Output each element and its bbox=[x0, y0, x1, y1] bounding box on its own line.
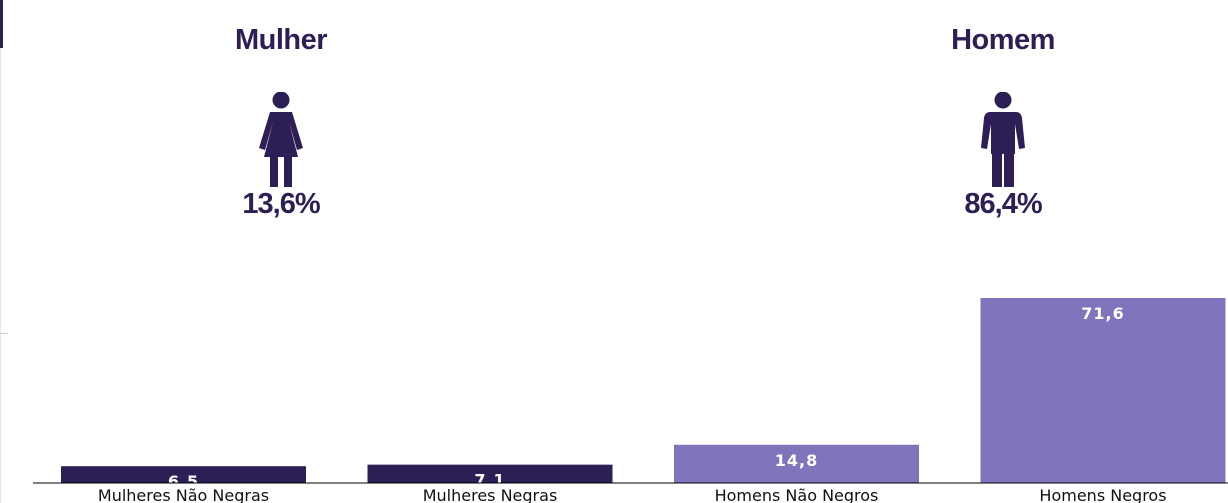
gender-block-woman: Mulher 13,6% bbox=[181, 26, 381, 219]
left-tick-mark bbox=[0, 333, 8, 334]
bar-value-label-3: 14,8 bbox=[775, 451, 818, 470]
category-label-1: Mulheres Não Negras bbox=[98, 486, 269, 503]
category-label-3: Homens Não Negros bbox=[715, 486, 879, 503]
bar-value-label-2: 7,1 bbox=[474, 471, 505, 490]
bar-3 bbox=[674, 444, 919, 483]
category-label-2: Mulheres Negras bbox=[423, 486, 558, 503]
woman-icon bbox=[259, 92, 303, 187]
gender-title-man: Homem bbox=[951, 24, 1055, 56]
bar-4 bbox=[980, 298, 1226, 483]
bar-value-label-4: 71,6 bbox=[1081, 304, 1124, 323]
bar-2 bbox=[367, 464, 613, 483]
gender-block-man: Homem 86,4% bbox=[903, 26, 1103, 219]
left-accent-rule bbox=[0, 0, 3, 48]
gender-percent-man: 86,4% bbox=[964, 188, 1042, 220]
man-icon bbox=[981, 92, 1025, 187]
bar-1 bbox=[61, 466, 306, 483]
left-divider bbox=[0, 48, 1, 503]
gender-percent-woman: 13,6% bbox=[242, 188, 320, 220]
category-label-4: Homens Negros bbox=[1039, 486, 1166, 503]
gender-title-woman: Mulher bbox=[234, 24, 328, 56]
bar-value-label-1: 6,5 bbox=[168, 472, 199, 491]
